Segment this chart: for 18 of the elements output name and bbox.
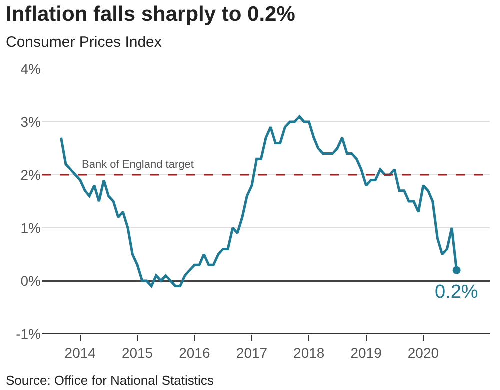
x-tick-label: 2018: [294, 344, 325, 361]
x-tick-label: 2014: [64, 344, 96, 361]
x-tick-label: 2020: [408, 344, 440, 361]
x-tick-label: 2016: [179, 344, 210, 361]
y-tick-label: 0%: [20, 272, 41, 289]
y-tick-label: 1%: [20, 220, 41, 236]
y-tick-label: 3%: [20, 114, 41, 130]
x-tick-label: 2015: [122, 344, 154, 361]
y-tick-label: -1%: [16, 326, 41, 342]
x-tick-label: 2017: [236, 344, 268, 361]
x-tick-label: 2019: [350, 344, 382, 361]
y-tick-label: 2%: [20, 166, 41, 183]
source-note: Source: Office for National Statistics: [6, 373, 214, 388]
y-tick-label: 4%: [20, 60, 41, 77]
ref-line-label: Bank of England target: [82, 159, 194, 171]
annotation: 0.2%: [435, 282, 478, 303]
chart-subtitle: Consumer Prices Index: [6, 34, 162, 51]
chart-title: Inflation falls sharply to 0.2%: [6, 3, 296, 26]
